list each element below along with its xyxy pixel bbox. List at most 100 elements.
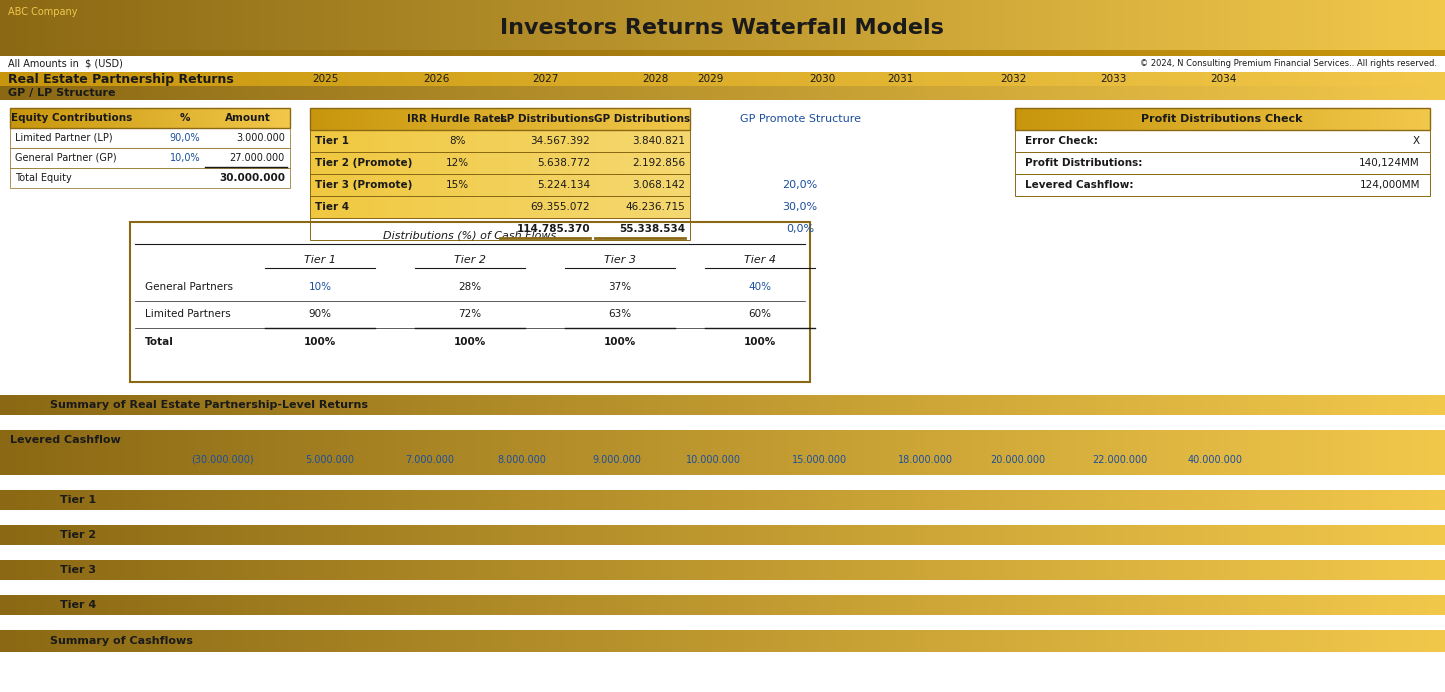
- Text: 69.355.072: 69.355.072: [530, 202, 590, 212]
- Text: Error Check:: Error Check:: [1025, 136, 1098, 146]
- Text: 20.000.000: 20.000.000: [990, 455, 1046, 465]
- Text: 5.000.000: 5.000.000: [305, 455, 354, 465]
- Text: 2033: 2033: [1100, 74, 1126, 84]
- Text: 10,0%: 10,0%: [169, 153, 201, 163]
- Text: 100%: 100%: [744, 337, 776, 347]
- Text: Amount: Amount: [225, 113, 272, 123]
- Text: Tier 3: Tier 3: [604, 255, 636, 265]
- Text: Tier 1: Tier 1: [61, 495, 97, 505]
- Text: Tier 3 (Promote): Tier 3 (Promote): [315, 180, 412, 190]
- Text: 20,0%: 20,0%: [782, 180, 818, 190]
- Bar: [10, 168, 290, 188]
- Text: 10.000.000: 10.000.000: [685, 455, 740, 465]
- Text: Total Equity: Total Equity: [14, 173, 72, 183]
- Text: 100%: 100%: [303, 337, 337, 347]
- Text: 0,0%: 0,0%: [786, 224, 814, 234]
- Text: 34.567.392: 34.567.392: [530, 136, 590, 146]
- Text: 55.338.534: 55.338.534: [618, 224, 685, 234]
- Text: Profit Distributions Check: Profit Distributions Check: [1142, 114, 1303, 124]
- Text: Total: Total: [144, 337, 173, 347]
- Text: 40.000.000: 40.000.000: [1188, 455, 1243, 465]
- Text: 30,0%: 30,0%: [782, 202, 818, 212]
- Text: IRR Hurdle Rates: IRR Hurdle Rates: [407, 114, 507, 124]
- Text: 2028: 2028: [642, 74, 668, 84]
- Bar: [1014, 174, 1431, 196]
- Text: Summary of Cashflows: Summary of Cashflows: [51, 636, 192, 646]
- Text: 72%: 72%: [458, 309, 481, 319]
- Text: 9.000.000: 9.000.000: [592, 455, 642, 465]
- Text: Tier 4: Tier 4: [744, 255, 776, 265]
- Text: 2025: 2025: [312, 74, 338, 84]
- Text: 60%: 60%: [749, 309, 772, 319]
- Text: 40%: 40%: [749, 282, 772, 292]
- Bar: [1014, 108, 1431, 130]
- Text: 2032: 2032: [1000, 74, 1026, 84]
- Text: 5.638.772: 5.638.772: [538, 158, 590, 168]
- Text: 27.000.000: 27.000.000: [230, 153, 285, 163]
- Text: Distributions (%) of Cash Flows: Distributions (%) of Cash Flows: [383, 231, 556, 241]
- Text: Limited Partners: Limited Partners: [144, 309, 231, 319]
- Text: Investors Returns Waterfall Models: Investors Returns Waterfall Models: [500, 18, 944, 38]
- Text: GP / LP Structure: GP / LP Structure: [9, 88, 116, 98]
- Text: Tier 4: Tier 4: [61, 600, 97, 610]
- Text: 114.785.370: 114.785.370: [516, 224, 590, 234]
- Bar: [130, 222, 811, 382]
- Bar: [0, 652, 1445, 692]
- Text: 2027: 2027: [532, 74, 558, 84]
- Text: 2031: 2031: [887, 74, 913, 84]
- Text: 22.000.000: 22.000.000: [1092, 455, 1147, 465]
- Bar: [311, 196, 691, 218]
- Text: 2029: 2029: [696, 74, 722, 84]
- Bar: [10, 148, 290, 168]
- Bar: [0, 100, 1445, 395]
- Text: 2.192.856: 2.192.856: [631, 158, 685, 168]
- Text: LP Distributions: LP Distributions: [500, 114, 594, 124]
- Bar: [0, 615, 1445, 630]
- Bar: [0, 545, 1445, 560]
- Bar: [10, 108, 290, 128]
- Text: 8%: 8%: [449, 136, 465, 146]
- Bar: [311, 174, 691, 196]
- Text: GP Distributions: GP Distributions: [594, 114, 691, 124]
- Text: All Amounts in  $ (USD): All Amounts in $ (USD): [9, 59, 123, 69]
- Text: 100%: 100%: [604, 337, 636, 347]
- Bar: [311, 218, 691, 240]
- Text: 18.000.000: 18.000.000: [897, 455, 952, 465]
- Bar: [0, 510, 1445, 525]
- Text: 2030: 2030: [809, 74, 835, 84]
- Text: Tier 3: Tier 3: [61, 565, 95, 575]
- Text: Tier 1: Tier 1: [303, 255, 337, 265]
- Text: © 2024, N Consulting Premium Financial Services.. All rights reserved.: © 2024, N Consulting Premium Financial S…: [1140, 60, 1436, 69]
- Text: 3.000.000: 3.000.000: [236, 133, 285, 143]
- Text: Levered Cashflow: Levered Cashflow: [10, 435, 121, 445]
- Text: 7.000.000: 7.000.000: [406, 455, 455, 465]
- Text: General Partner (GP): General Partner (GP): [14, 153, 117, 163]
- Text: ABC Company: ABC Company: [9, 7, 78, 17]
- Text: General Partners: General Partners: [144, 282, 233, 292]
- Text: 63%: 63%: [608, 309, 631, 319]
- Text: 124,000MM: 124,000MM: [1360, 180, 1420, 190]
- Bar: [1014, 152, 1431, 174]
- Bar: [0, 475, 1445, 490]
- Bar: [311, 108, 691, 130]
- Text: 90%: 90%: [308, 309, 331, 319]
- Text: 100%: 100%: [454, 337, 486, 347]
- Text: GP Promote Structure: GP Promote Structure: [740, 114, 861, 124]
- Text: 10%: 10%: [308, 282, 331, 292]
- Text: 12%: 12%: [445, 158, 468, 168]
- Bar: [10, 128, 290, 148]
- Text: Tier 2: Tier 2: [61, 530, 97, 540]
- Text: 3.068.142: 3.068.142: [631, 180, 685, 190]
- Text: Summary of Real Estate Partnership-Level Returns: Summary of Real Estate Partnership-Level…: [51, 400, 368, 410]
- Text: 15%: 15%: [445, 180, 468, 190]
- Text: 5.224.134: 5.224.134: [538, 180, 590, 190]
- Text: 3.840.821: 3.840.821: [631, 136, 685, 146]
- Text: 30.000.000: 30.000.000: [220, 173, 285, 183]
- Text: (30.000.000): (30.000.000): [191, 455, 253, 465]
- Text: 2034: 2034: [1209, 74, 1235, 84]
- Bar: [0, 415, 1445, 430]
- Text: 90,0%: 90,0%: [169, 133, 201, 143]
- Text: Profit Distributions:: Profit Distributions:: [1025, 158, 1143, 168]
- Text: 15.000.000: 15.000.000: [792, 455, 848, 465]
- Text: Levered Cashflow:: Levered Cashflow:: [1025, 180, 1133, 190]
